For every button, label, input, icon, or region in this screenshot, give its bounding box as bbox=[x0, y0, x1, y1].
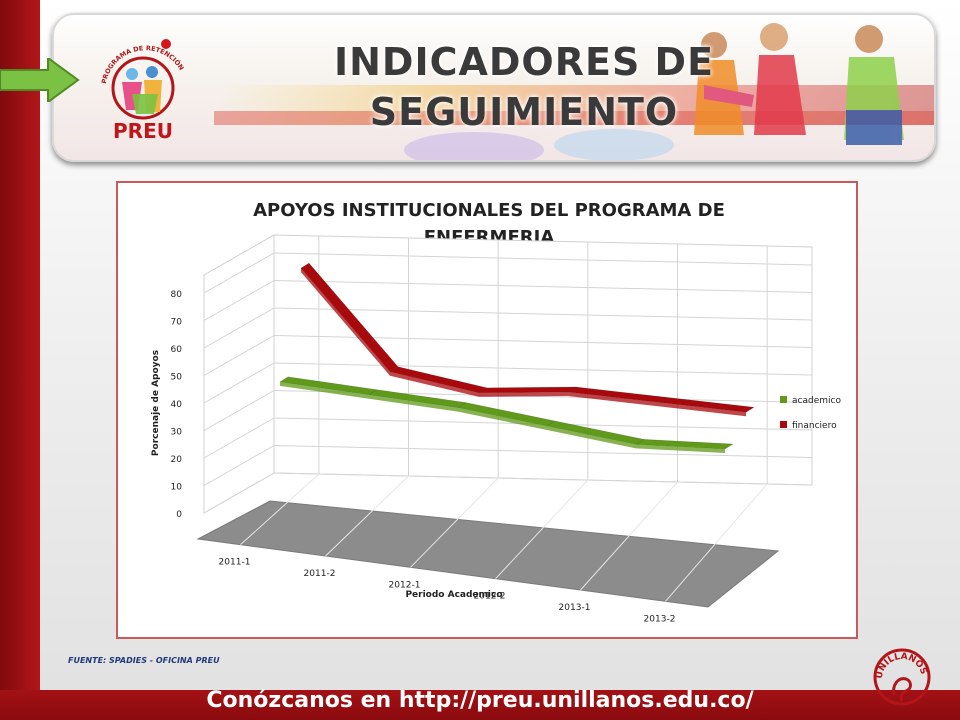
x-tick-label: 2011-1 bbox=[219, 558, 251, 568]
header-banner: INDICADORES DE SEGUIMIENTO bbox=[52, 13, 936, 162]
gridline-depth bbox=[240, 473, 320, 546]
source-note: FUENTE: SPADIES - OFICINA PREU bbox=[68, 656, 220, 665]
gridline-side bbox=[203, 417, 275, 459]
y-tick-label: 20 bbox=[171, 455, 183, 465]
y-tick-label: 50 bbox=[171, 373, 183, 383]
gridline-back bbox=[273, 252, 813, 266]
x-tick-label: 2013-1 bbox=[559, 603, 591, 613]
legend-label-academico: academico bbox=[792, 396, 841, 406]
y-tick-label: 70 bbox=[171, 318, 183, 328]
unillanos-logo: UNILLANOS bbox=[873, 648, 931, 706]
series-academico-segment-edge bbox=[280, 381, 369, 399]
y-tick-label: 10 bbox=[171, 483, 183, 493]
logo-preu-text: PREU bbox=[113, 119, 173, 143]
x-axis-label: Periodo Academico bbox=[405, 590, 502, 600]
legend-swatch-academico bbox=[780, 396, 787, 403]
gridline-depth bbox=[580, 481, 678, 591]
series-financiero-segment bbox=[478, 386, 577, 394]
green-arrow-icon[interactable] bbox=[0, 58, 80, 102]
left-red-bar bbox=[0, 0, 40, 720]
chart-svg: 0 10 20 30 40 50 60 70 80 2011-1 2011-2 2012-1 2012-… bbox=[151, 234, 841, 624]
page-title: INDICADORES DE SEGUIMIENTO bbox=[304, 37, 744, 137]
gridline-side bbox=[203, 472, 275, 514]
gridline-back bbox=[273, 445, 813, 458]
gridline-back bbox=[273, 280, 813, 293]
footer-link-text[interactable]: Conózcanos en http://preu.unillanos.edu.… bbox=[206, 688, 754, 713]
gridline-side bbox=[203, 335, 275, 376]
gridline-back bbox=[273, 362, 813, 376]
legend-label-financiero: financiero bbox=[792, 421, 837, 431]
y-tick-label: 40 bbox=[171, 400, 183, 410]
gridline-side bbox=[203, 445, 275, 486]
chart-floor bbox=[196, 500, 780, 608]
banner-artwork bbox=[214, 23, 934, 160]
preu-logo: PROGRAMA DE RETENCIÓN ESTUDIANTIL UNILLA… bbox=[88, 22, 186, 143]
series-financiero-segment bbox=[656, 396, 755, 413]
gridline-side bbox=[203, 307, 275, 349]
series-financiero-segment-edge bbox=[479, 392, 568, 397]
y-tick-label: 60 bbox=[171, 345, 183, 355]
gridline-back bbox=[273, 307, 813, 321]
gridline-depth bbox=[665, 483, 768, 602]
x-tick-label: 2011-2 bbox=[304, 569, 336, 579]
gridline-side bbox=[203, 252, 275, 294]
series-academico-segment-edge bbox=[458, 407, 547, 431]
series-academico-segment bbox=[635, 439, 734, 450]
student-figures-illustration bbox=[694, 23, 904, 145]
chart-panel: APOYOS INSTITUCIONALES DEL PROGRAMA DE E… bbox=[116, 181, 858, 639]
bottom-red-bar bbox=[0, 690, 960, 720]
series-financiero-segment-edge bbox=[301, 268, 390, 376]
gridline-depth bbox=[325, 475, 409, 557]
gridline-depth bbox=[410, 477, 499, 568]
page-title-line-1: INDICADORES DE bbox=[333, 40, 715, 84]
chart-side-wall bbox=[203, 234, 275, 514]
gridline-depth bbox=[495, 479, 589, 580]
series-academico-segment-edge bbox=[636, 444, 725, 454]
y-axis-label: Porcenaje de Apoyos bbox=[151, 350, 161, 456]
x-tick-label: 2012-2 bbox=[474, 592, 506, 602]
gridline-back bbox=[273, 472, 813, 486]
x-tick-label: 2013-2 bbox=[644, 614, 676, 624]
series-academico-segment-edge bbox=[369, 394, 458, 412]
series-academico-segment-edge bbox=[547, 426, 636, 449]
series-financiero-segment-edge bbox=[568, 392, 657, 407]
y-tick-label: 0 bbox=[176, 510, 182, 520]
gridline-side bbox=[203, 280, 275, 321]
gridline-side bbox=[203, 390, 275, 431]
y-tick-label: 30 bbox=[171, 428, 183, 438]
legend-swatch-financiero bbox=[780, 421, 787, 428]
x-tick-label: 2012-1 bbox=[389, 580, 421, 590]
series-financiero-segment-edge bbox=[390, 371, 479, 397]
chart-title-line-1: APOYOS INSTITUCIONALES DEL PROGRAMA DE bbox=[253, 200, 725, 221]
series-financiero-segment-edge bbox=[657, 402, 746, 417]
gridline-side bbox=[203, 362, 275, 404]
y-tick-label: 80 bbox=[171, 290, 183, 300]
page-title-line-2: SEGUIMIENTO bbox=[369, 90, 679, 134]
